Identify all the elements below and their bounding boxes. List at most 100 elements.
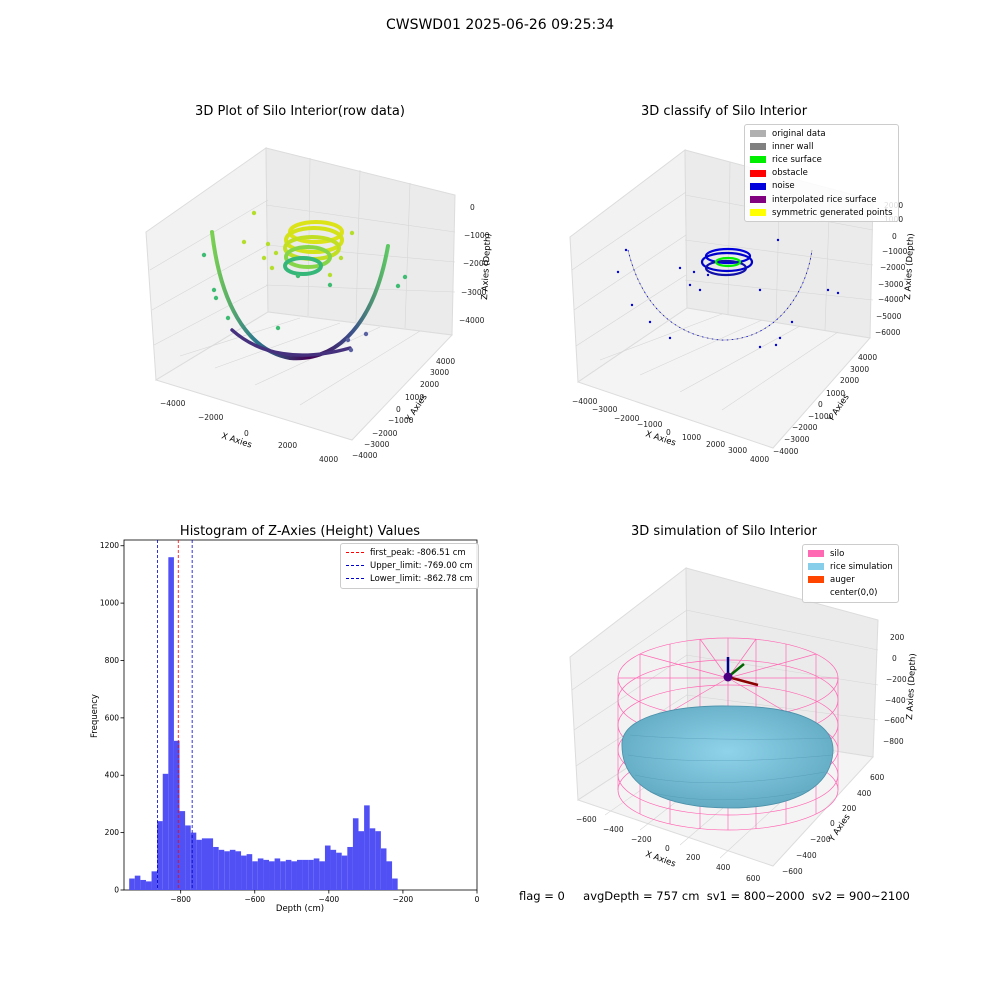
classify-ytick-6: −2000 [792,423,818,432]
histogram-xtick-label: −600 [244,895,265,904]
classify-legend-label-5: interpolated rice surface [772,194,877,205]
classify-ztick-2: 0 [892,232,897,241]
histogram-bar [369,828,376,890]
classify-legend-label-4: noise [772,181,795,192]
classify-xtick-0: −4000 [572,397,598,406]
simulation-legend-swatch-0 [808,550,824,558]
classify-ztick-8: −6000 [875,328,901,337]
classify-ztick-7: −5000 [876,312,902,321]
raw-ytick-7: −3000 [364,440,390,449]
histogram-bar [358,831,365,890]
sim-xtick-3: 0 [665,844,670,853]
classify-legend-item-symmetric: symmetric generated points [750,206,893,219]
histogram-bar [285,859,292,890]
sim-xlabel: X Axies [644,849,677,869]
histogram-ytick-label: 400 [105,771,120,780]
simulation-legend-item-rice: rice simulation [808,560,893,573]
histogram-ylabel: Frequency [90,694,100,738]
sim-ytick-2: 200 [842,804,857,813]
classify-legend-item-rice-surface: rice surface [750,153,893,166]
histogram-xtick-label: −400 [319,895,340,904]
rice-surface [621,705,834,809]
raw-ytick-5: −1000 [388,416,414,425]
histogram-bar [241,855,247,890]
histogram-bar [246,854,253,890]
simulation-legend-item-auger: auger [808,573,893,586]
histogram-legend-label-0: first_peak: -806.51 cm [370,547,466,558]
raw-xtick-4: 4000 [319,455,338,464]
histogram-ytick-label: 0 [114,886,119,895]
sim-ytick-5: −400 [796,851,817,860]
simulation-legend-label-2: auger [830,574,855,585]
histogram-legend-label-2: Lower_limit: -862.78 cm [370,573,473,584]
histogram-reference-lines [157,540,193,890]
raw-ztick-3: −3000 [461,288,487,297]
sim-xtick-4: 200 [686,853,701,862]
histogram-ytick-label: 600 [105,713,120,722]
raw-ytick-1: 3000 [430,368,449,377]
histogram-bar [352,818,359,890]
histogram-bar [229,849,236,890]
histogram-bar [224,851,230,890]
sim-ztick-3: −400 [885,696,906,705]
sim-ztick-1: 0 [892,654,897,663]
histogram-ytick-label: 800 [105,656,120,665]
histogram-bar [190,832,197,890]
histogram-xtick-label: 0 [475,895,480,904]
sim-ztick-0: 200 [890,633,905,642]
histogram-bar [157,821,163,890]
histogram-bar [375,831,381,890]
raw-3d-axes: −4000 −2000 0 2000 4000 4000 3000 2000 1… [145,147,493,464]
classify-legend-item-interpolated: interpolated rice surface [750,193,893,206]
simulation-legend-label-1: rice simulation [830,561,893,572]
raw-ytick-3: 1000 [405,393,424,402]
histogram-bar [218,849,225,890]
histogram-bar [291,861,297,890]
classify-ytick-8: −4000 [773,447,799,456]
histogram-bar [207,838,214,890]
histogram-bar [319,861,325,890]
classify-xtick-3: −1000 [637,420,663,429]
histogram-bar [308,859,314,890]
classify-xtick-8: 4000 [750,455,769,464]
auger-x-arrow [727,675,759,687]
histogram-bar [341,855,348,890]
classify-xtick-6: 2000 [706,440,725,449]
sim-ytick-0: 600 [870,773,885,782]
histogram-legend-item-peak: first_peak: -806.51 cm [346,546,473,559]
raw-plot-title: 3D Plot of Silo Interior(row data) [195,104,405,119]
classify-ytick-7: −3000 [784,435,810,444]
histogram-title: Histogram of Z-Axies (Height) Values [179,524,421,539]
classify-legend-swatch-2 [750,156,766,164]
histogram-legend-line-0 [346,552,364,554]
classify-ztick-6: −4000 [878,295,904,304]
classify-legend-swatch-5 [750,196,766,204]
histogram-ytick-label: 200 [105,828,120,837]
classify-ytick-4: 0 [818,400,823,409]
histogram-bar [213,846,219,890]
histogram-bar [263,859,270,890]
simulation-legend-item-silo: silo [808,547,893,560]
histogram-bar [274,858,281,890]
sim-zlabel: Z Axies (Depth) [905,653,918,720]
raw-ztick-4: −4000 [459,316,485,325]
classify-legend-label-2: rice surface [772,154,822,165]
classify-legend-label-3: obstacle [772,168,808,179]
classify-xtick-1: −3000 [592,405,618,414]
histogram-xlabel: Depth (cm) [276,904,324,914]
raw-xtick-1: −2000 [198,413,224,422]
sim-xtick-1: −400 [603,825,624,834]
sim-ylabel: Y Axies [827,812,853,844]
classify-legend-swatch-6 [750,209,766,217]
simulation-3d-axes: −600 −400 −200 0 200 400 600 600 400 200… [569,566,918,883]
classify-legend-item-obstacle: obstacle [750,167,893,180]
raw-ytick-4: 0 [396,405,401,414]
raw-ytick-0: 4000 [436,357,455,366]
raw-ytick-2: 2000 [420,380,439,389]
raw-ztick-1: −1000 [464,231,490,240]
histogram-x-ticks: −800 −600 −400 −200 0 [170,890,480,904]
raw-zlabel: Z Axies (Depth) [480,233,493,300]
classify-ytick-0: 4000 [858,353,877,362]
classify-ytick-1: 3000 [850,365,869,374]
